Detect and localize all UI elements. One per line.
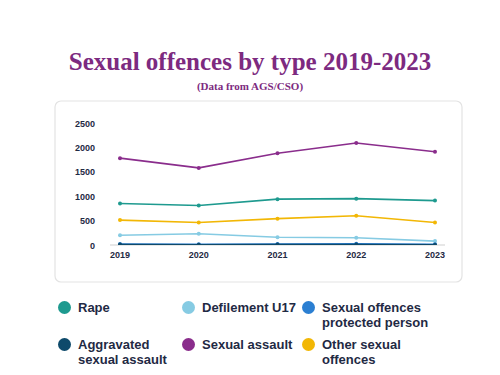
series-point bbox=[433, 199, 437, 203]
series-point bbox=[197, 232, 201, 236]
series-point bbox=[276, 243, 280, 245]
plot-area bbox=[118, 141, 437, 245]
series-point bbox=[276, 242, 280, 245]
series-point bbox=[197, 203, 201, 207]
legend-item: Aggravated sexual assault bbox=[58, 337, 183, 367]
series-line bbox=[120, 234, 435, 241]
tick-mark bbox=[108, 171, 110, 172]
series-point bbox=[433, 221, 437, 225]
series-point bbox=[354, 141, 358, 145]
series-point bbox=[354, 214, 358, 218]
series-point bbox=[276, 151, 280, 155]
series-point bbox=[276, 197, 280, 201]
series-point bbox=[197, 166, 201, 170]
legend-label: Sexual offences protected person bbox=[322, 300, 452, 330]
x-tick-label: 2023 bbox=[425, 250, 445, 260]
legend-item: Defilement U17 bbox=[182, 300, 317, 315]
series-line bbox=[120, 143, 435, 168]
series-point bbox=[433, 242, 437, 245]
series-point bbox=[276, 217, 280, 221]
y-tick-label: 1500 bbox=[75, 167, 95, 177]
legend-label: Other sexual offences bbox=[322, 337, 452, 367]
subtitle: (Data from AGS/CSO) bbox=[197, 80, 303, 93]
series-line bbox=[120, 216, 435, 223]
tick-mark bbox=[108, 245, 110, 246]
x-tick-label: 2022 bbox=[346, 250, 366, 260]
series-point bbox=[118, 218, 122, 222]
plot-card bbox=[55, 101, 462, 282]
y-tick-label: 2000 bbox=[75, 143, 95, 153]
series-point bbox=[354, 242, 358, 245]
title: Sexual offences by type 2019-2023 bbox=[69, 48, 431, 75]
legend-swatch bbox=[302, 338, 315, 351]
series-point bbox=[433, 243, 437, 245]
series-point bbox=[118, 233, 122, 237]
tick-mark bbox=[108, 123, 110, 124]
series-point bbox=[118, 242, 122, 245]
legend-item: Sexual offences protected person bbox=[302, 300, 452, 330]
y-tick-label: 1000 bbox=[75, 192, 95, 202]
legend-label: Defilement U17 bbox=[202, 300, 317, 315]
legend-label: Rape bbox=[78, 300, 183, 315]
legend-swatch bbox=[182, 338, 195, 351]
legend-label: Sexual assault bbox=[202, 337, 317, 352]
tick-mark bbox=[108, 196, 110, 197]
y-tick-label: 500 bbox=[80, 216, 95, 226]
series-point bbox=[118, 156, 122, 160]
legend-swatch bbox=[58, 338, 71, 351]
tick-mark bbox=[108, 147, 110, 148]
legend-label: Aggravated sexual assault bbox=[78, 337, 183, 367]
series-point bbox=[118, 202, 122, 206]
tick-mark bbox=[108, 220, 110, 221]
series-point bbox=[197, 221, 201, 225]
legend-swatch bbox=[58, 301, 71, 314]
legend-item: Rape bbox=[58, 300, 183, 315]
y-tick-label: 0 bbox=[90, 241, 95, 251]
legend-item: Sexual assault bbox=[182, 337, 317, 352]
series-point bbox=[276, 235, 280, 239]
series-point bbox=[354, 243, 358, 245]
legend-item: Other sexual offences bbox=[302, 337, 452, 367]
legend-swatch bbox=[182, 301, 195, 314]
series-point bbox=[197, 243, 201, 245]
series-point bbox=[118, 243, 122, 245]
y-tick-label: 2500 bbox=[75, 119, 95, 129]
series-point bbox=[433, 150, 437, 154]
x-tick-label: 2020 bbox=[189, 250, 209, 260]
x-tick-label: 2021 bbox=[267, 250, 287, 260]
legend-swatch bbox=[302, 301, 315, 314]
x-tick-label: 2019 bbox=[110, 250, 130, 260]
series-point bbox=[354, 197, 358, 201]
series-point bbox=[197, 242, 201, 245]
series-point bbox=[354, 236, 358, 240]
